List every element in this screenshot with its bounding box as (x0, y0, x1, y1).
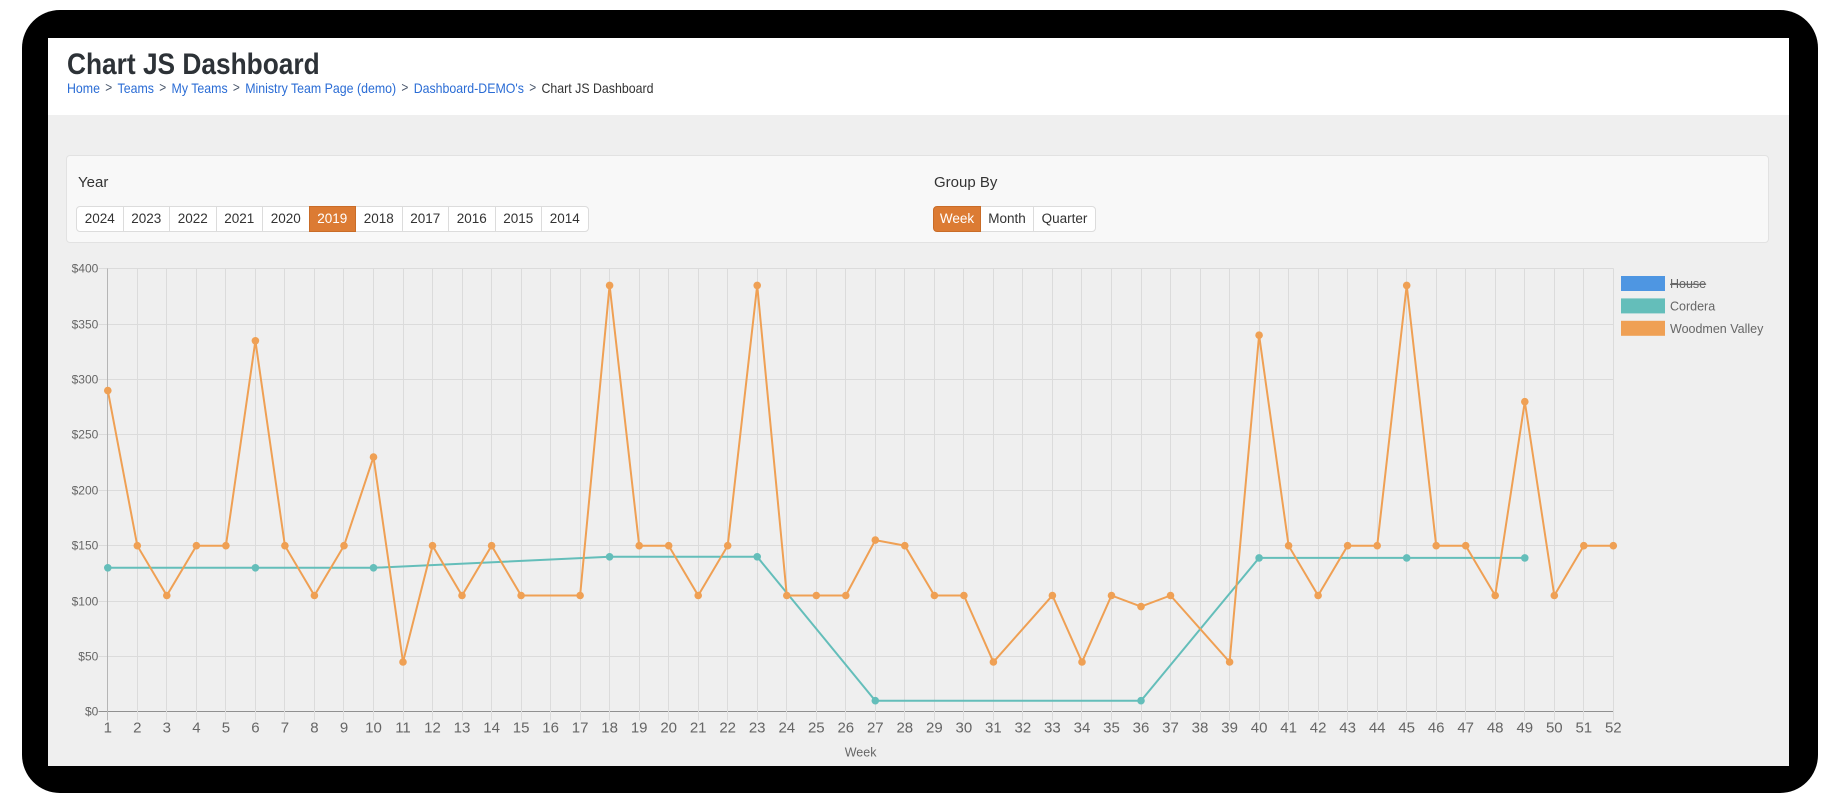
svg-text:19: 19 (631, 720, 648, 737)
svg-text:20: 20 (660, 720, 677, 737)
svg-text:$400: $400 (72, 262, 99, 276)
svg-text:$300: $300 (72, 373, 99, 387)
svg-text:35: 35 (1103, 720, 1120, 737)
svg-text:47: 47 (1457, 720, 1474, 737)
svg-text:29: 29 (926, 720, 943, 737)
svg-text:51: 51 (1575, 720, 1592, 737)
svg-text:5: 5 (222, 720, 230, 737)
svg-text:4: 4 (192, 720, 200, 737)
svg-text:10: 10 (365, 720, 382, 737)
svg-text:31: 31 (985, 720, 1002, 737)
svg-text:11: 11 (395, 720, 411, 737)
svg-text:8: 8 (310, 720, 318, 737)
svg-text:24: 24 (778, 720, 795, 737)
svg-text:7: 7 (281, 720, 289, 737)
svg-text:9: 9 (340, 720, 348, 737)
svg-text:15: 15 (513, 720, 530, 737)
svg-text:$0: $0 (85, 705, 99, 719)
svg-text:18: 18 (601, 720, 618, 737)
svg-text:$350: $350 (72, 318, 99, 332)
svg-text:37: 37 (1162, 720, 1179, 737)
svg-text:3: 3 (163, 720, 171, 737)
svg-text:30: 30 (956, 720, 973, 737)
svg-text:48: 48 (1487, 720, 1504, 737)
svg-text:38: 38 (1192, 720, 1209, 737)
svg-text:1: 1 (104, 720, 112, 737)
svg-text:50: 50 (1546, 720, 1563, 737)
svg-text:23: 23 (749, 720, 766, 737)
svg-text:36: 36 (1133, 720, 1150, 737)
svg-text:27: 27 (867, 720, 884, 737)
svg-text:43: 43 (1339, 720, 1356, 737)
svg-text:49: 49 (1516, 720, 1533, 737)
svg-text:26: 26 (837, 720, 854, 737)
svg-text:28: 28 (896, 720, 913, 737)
svg-text:46: 46 (1428, 720, 1445, 737)
svg-text:39: 39 (1221, 720, 1238, 737)
svg-text:32: 32 (1015, 720, 1032, 737)
svg-text:6: 6 (251, 720, 259, 737)
svg-text:17: 17 (572, 720, 589, 737)
svg-text:Woodmen Valley: Woodmen Valley (1670, 322, 1764, 336)
svg-text:$200: $200 (72, 484, 99, 498)
svg-text:Cordera: Cordera (1670, 299, 1715, 313)
svg-text:$250: $250 (72, 428, 99, 442)
svg-text:$100: $100 (72, 595, 99, 609)
svg-text:45: 45 (1398, 720, 1415, 737)
svg-text:13: 13 (454, 720, 471, 737)
svg-text:40: 40 (1251, 720, 1268, 737)
svg-text:52: 52 (1605, 720, 1622, 737)
svg-text:41: 41 (1280, 720, 1297, 737)
svg-text:22: 22 (719, 720, 736, 737)
svg-text:44: 44 (1369, 720, 1386, 737)
svg-text:2: 2 (133, 720, 141, 737)
svg-text:34: 34 (1074, 720, 1091, 737)
svg-text:12: 12 (424, 720, 441, 737)
svg-text:$50: $50 (78, 650, 98, 664)
svg-text:House: House (1670, 277, 1706, 291)
svg-text:25: 25 (808, 720, 825, 737)
svg-text:$150: $150 (72, 539, 99, 553)
svg-text:16: 16 (542, 720, 559, 737)
svg-text:42: 42 (1310, 720, 1327, 737)
svg-text:33: 33 (1044, 720, 1061, 737)
svg-text:21: 21 (690, 720, 707, 737)
svg-text:Week: Week (845, 745, 877, 759)
svg-text:14: 14 (483, 720, 500, 737)
